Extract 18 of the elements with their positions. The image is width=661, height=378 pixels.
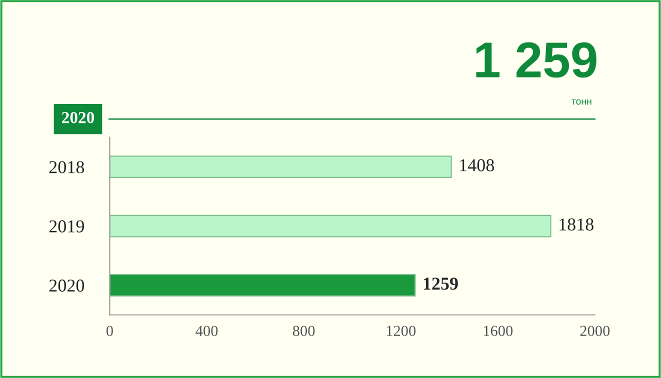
data-label: 1259 xyxy=(424,278,458,290)
text: тонн xyxy=(572,99,592,105)
x-tick-label: 2000 xyxy=(580,326,610,336)
y-tick-label: 2020 xyxy=(49,280,84,292)
x-tick-label: 0 xyxy=(106,326,113,336)
x-tick-label: 1200 xyxy=(386,326,416,336)
bar xyxy=(110,274,416,296)
chart-title: 2020 xyxy=(62,112,94,124)
y-tick-label: 2019 xyxy=(49,220,84,232)
bar xyxy=(110,214,552,238)
y-tick-label: 2018 xyxy=(49,161,84,174)
x-tick-label: 1600 xyxy=(484,326,513,336)
bar xyxy=(110,156,452,178)
data-label: 1818 xyxy=(560,218,594,231)
text: 1 259 xyxy=(476,42,596,78)
data-label: 1408 xyxy=(460,159,494,172)
x-tick-label: 800 xyxy=(292,326,315,336)
x-tick-label: 400 xyxy=(196,326,218,336)
